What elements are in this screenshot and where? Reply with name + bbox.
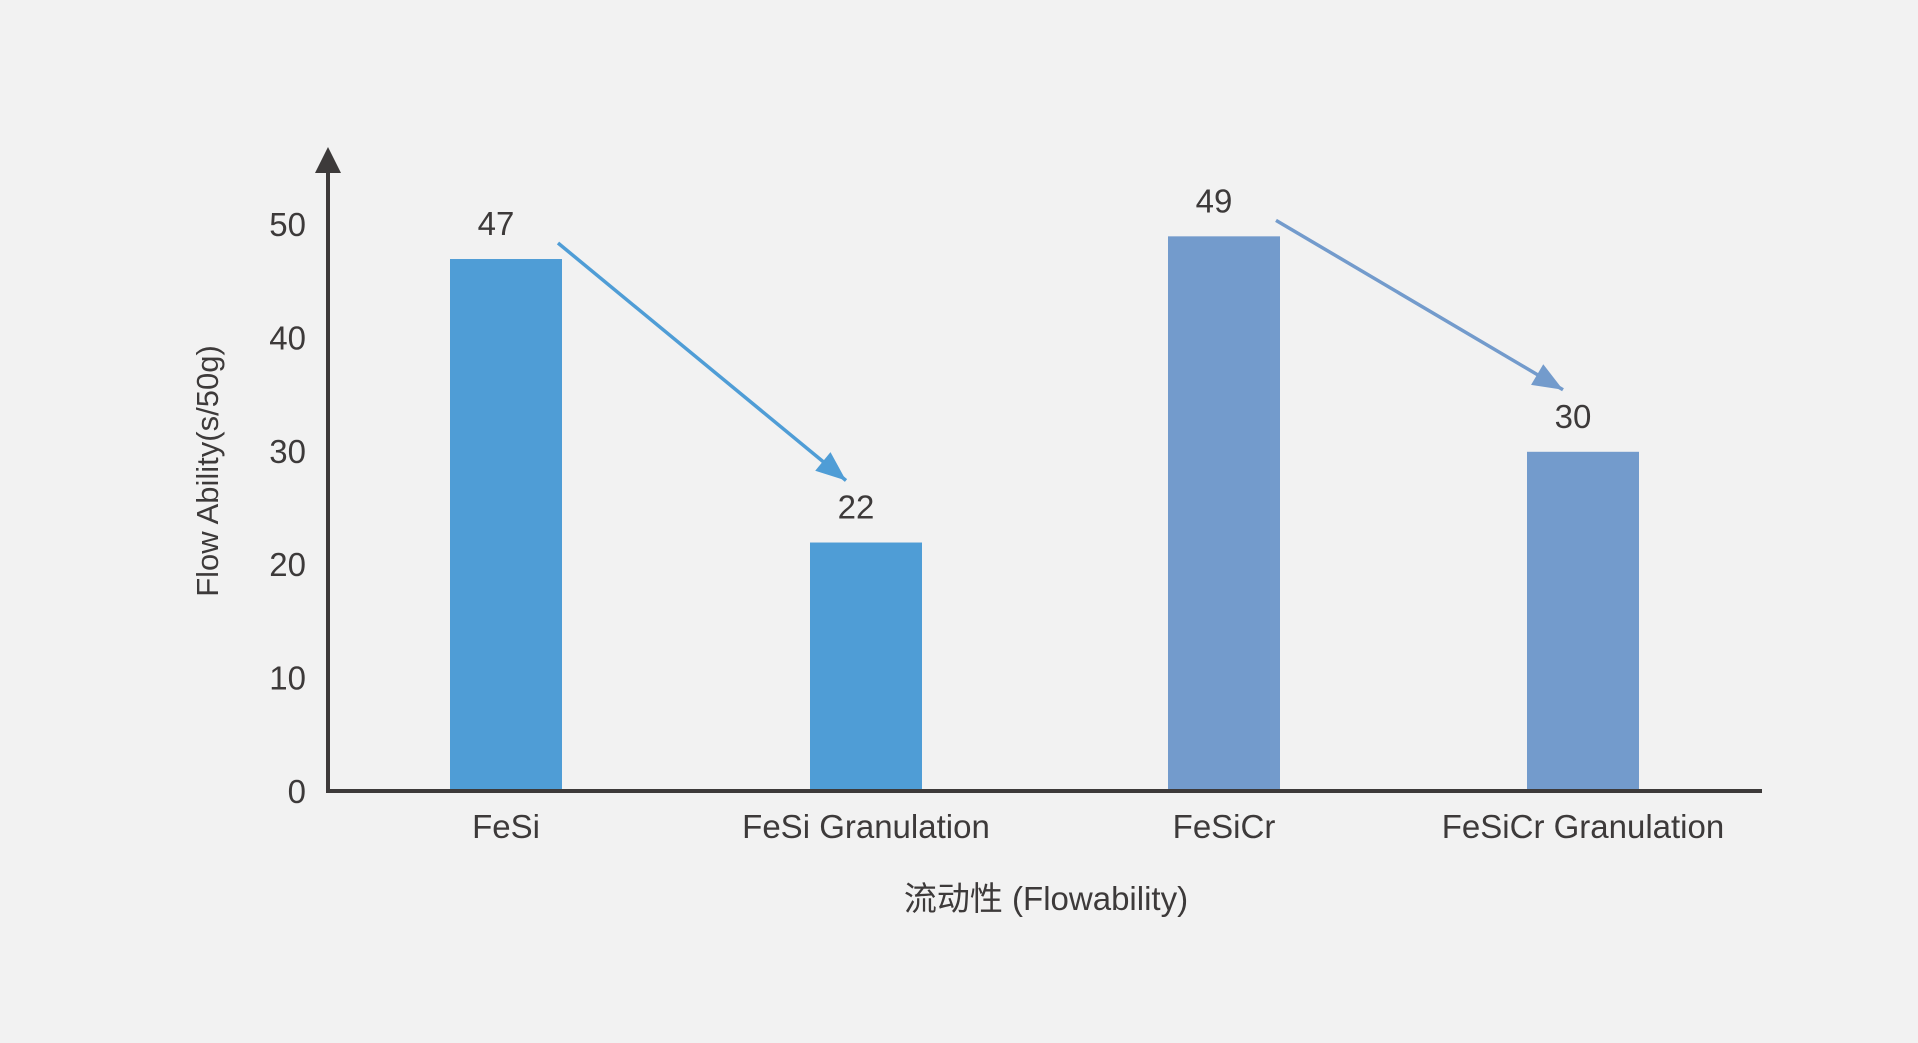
data-labels: 47 22 49 30 — [478, 182, 1592, 525]
y-tick-label-0: 0 — [288, 773, 306, 810]
trend-arrows — [556, 218, 1564, 482]
data-label-0: 47 — [478, 205, 515, 242]
bar-2 — [1168, 236, 1280, 793]
y-axis-title: Flow Ability(s/50g) — [190, 345, 225, 597]
y-tick-label-3: 30 — [269, 433, 306, 470]
bars-group — [450, 236, 1639, 793]
bar-1 — [810, 542, 922, 792]
y-tick-labels: 0 10 20 30 40 50 — [269, 206, 306, 810]
trend-arrow-line-1 — [1275, 218, 1564, 392]
x-tick-label-1: FeSi Granulation — [742, 808, 990, 845]
y-tick-label-2: 20 — [269, 546, 306, 583]
x-axis-title: 流动性 (Flowability) — [904, 880, 1188, 917]
data-label-3: 30 — [1555, 398, 1592, 435]
data-label-2: 49 — [1196, 182, 1233, 219]
data-label-1: 22 — [838, 489, 875, 526]
trend-arrow-line-0 — [556, 241, 848, 482]
y-tick-label-5: 50 — [269, 206, 306, 243]
arrowhead-icon-1 — [1531, 364, 1563, 390]
arrowhead-icon-0 — [815, 452, 846, 481]
x-tick-labels: FeSi FeSi Granulation FeSiCr FeSiCr Granula… — [472, 808, 1724, 845]
y-tick-label-4: 40 — [269, 319, 306, 356]
axes — [315, 147, 1762, 793]
bar-0 — [450, 259, 562, 792]
x-tick-label-3: FeSiCr Granulation — [1442, 808, 1724, 845]
y-tick-label-1: 10 — [269, 660, 306, 697]
bar-3 — [1527, 451, 1639, 792]
y-axis-arrowhead-icon — [315, 147, 341, 173]
x-tick-label-2: FeSiCr — [1173, 808, 1276, 845]
x-tick-label-0: FeSi — [472, 808, 540, 845]
